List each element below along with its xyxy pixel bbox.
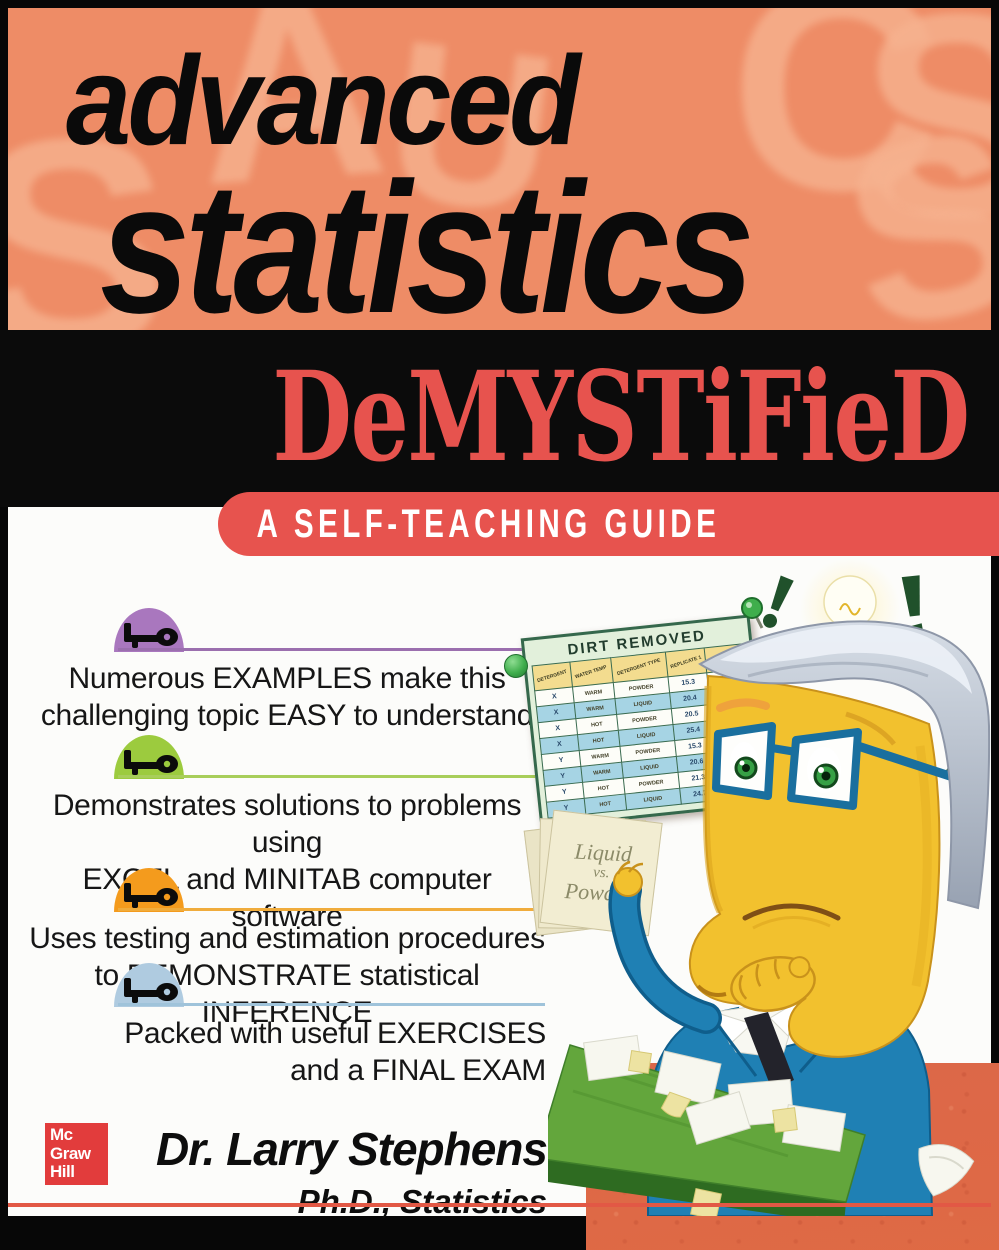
bullet-line: Demonstrates solutions to problems using	[52, 789, 522, 859]
ghost-letter: S	[860, 8, 991, 279]
ghost-letter: C	[730, 8, 941, 251]
bullet-line: Numerous EXAMPLES make this	[68, 662, 506, 695]
publisher-logo-line: Mc	[50, 1125, 73, 1144]
title-word-statistics: statistics	[100, 145, 755, 331]
flying-paper	[918, 1144, 975, 1197]
pushpin-icon	[741, 597, 764, 629]
bullet-line: Packed with useful EXERCISES	[124, 1017, 546, 1050]
bullet-divider	[118, 908, 545, 911]
eyes	[730, 742, 841, 793]
key-icon	[114, 963, 184, 1007]
author-block: Dr. Larry Stephens Ph.D., Statistics	[30, 1123, 548, 1221]
publisher-logo: Mc Graw Hill	[45, 1123, 108, 1185]
hand	[613, 867, 643, 897]
series-brand: DeMYSTiFieD	[272, 345, 970, 490]
bottom-rule	[8, 1203, 991, 1207]
nostril	[696, 984, 727, 997]
author-name: Dr. Larry Stephens	[155, 1123, 548, 1175]
bullet-item: Demonstrates solutions to problems using…	[28, 787, 546, 935]
publisher-logo-line: Hill	[50, 1162, 75, 1181]
title-word-advanced: advanced	[66, 30, 581, 171]
key-icon	[114, 735, 184, 779]
character-illustration	[548, 558, 991, 1216]
author-credential: Ph.D., Statistics	[297, 1182, 547, 1220]
brand-band	[0, 330, 999, 507]
publisher-logo-line: Graw	[50, 1143, 91, 1163]
glasses	[712, 722, 984, 825]
arm	[608, 860, 722, 1034]
pushpin-icon	[504, 654, 528, 678]
bullet-line: challenging topic EASY to understand	[40, 699, 534, 732]
bullet-line: Uses testing and estimation procedures	[29, 922, 545, 955]
tagline-text: A SELF-TEACHING GUIDE	[256, 502, 721, 546]
mouth	[742, 903, 841, 921]
bullet-item: Packed with useful EXERCISES and a FINAL…	[28, 1015, 547, 1089]
bullet-divider	[118, 775, 545, 778]
tie	[744, 1012, 794, 1090]
cover-header: S A U C S S advanced statistics	[8, 8, 991, 330]
bullet-divider	[118, 648, 545, 651]
bullet-divider	[118, 1003, 545, 1006]
bullet-line: and a FINAL EXAM	[290, 1054, 546, 1087]
hair	[698, 620, 991, 910]
bullet-item: Numerous EXAMPLES make this challenging …	[28, 660, 546, 734]
key-icon	[114, 868, 184, 912]
exclamation-icon	[763, 575, 794, 628]
ghost-letter: S	[822, 70, 991, 330]
tagline-capsule: A SELF-TEACHING GUIDE	[218, 492, 999, 556]
ghost-letter: S	[8, 76, 171, 330]
hand-on-chin	[730, 956, 816, 1012]
key-icon	[114, 608, 184, 652]
eyebrow	[716, 698, 770, 712]
